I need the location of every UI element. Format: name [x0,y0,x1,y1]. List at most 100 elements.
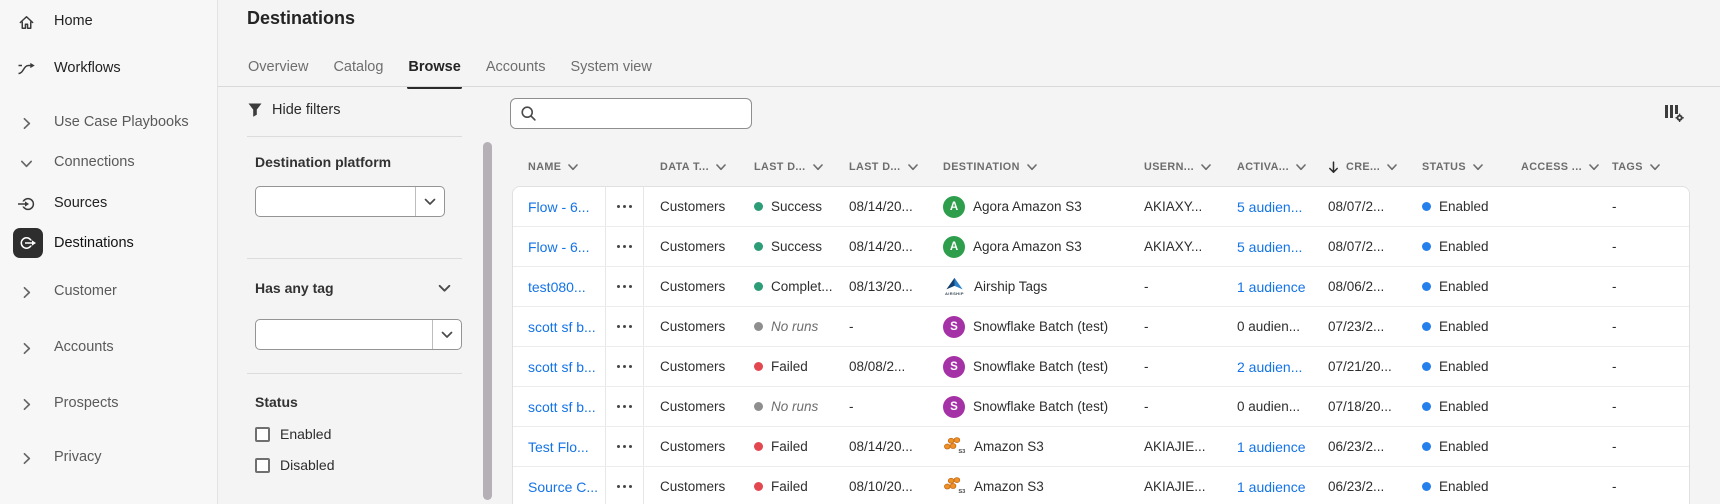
row-more-actions-button[interactable] [615,404,633,409]
dataflow-name-link[interactable]: Test Flo... [528,438,589,455]
row-actions-cell [605,307,644,346]
tab-accounts[interactable]: Accounts [485,59,546,75]
snowflake-avatar: S [943,355,965,378]
run-status-label: Failed [771,439,808,454]
row-more-actions-button[interactable] [615,484,633,489]
row-more-actions-button[interactable] [615,444,633,449]
activation-audiences-link[interactable]: 2 audien... [1237,358,1303,375]
last-run-date-cell: 08/14/20... [849,199,913,214]
last-run-date-cell: - [849,319,854,334]
column-header-data-t[interactable]: DATA T... [644,161,750,173]
destination-name: Agora Amazon S3 [973,239,1082,254]
activation-audiences-link[interactable]: 1 audience [1237,438,1306,455]
table-row: Flow - 6... Customers Success 08/14/20... A A… [513,227,1689,267]
dataflow-name-link[interactable]: scott sf b... [528,398,596,415]
home-icon [13,9,39,35]
column-header-usern[interactable]: USERN... [1140,161,1232,173]
chevron-down-icon [432,320,461,349]
tab-browse[interactable]: Browse [407,55,463,89]
tab-system-view[interactable]: System view [570,59,652,75]
last-run-status-cell: Success [750,227,845,266]
activation-audiences-link[interactable]: 5 audien... [1237,198,1303,215]
sidebar-item-label: Accounts [54,339,114,355]
dataflow-name-link[interactable]: Source C... [528,478,599,495]
username-cell: AKIAXY... [1144,239,1203,254]
access-labels-cell [1518,227,1608,266]
column-header-access[interactable]: ACCESS ... [1518,161,1608,173]
data-type-cell: Customers [660,279,726,294]
status-filter-disabled[interactable]: Disabled [255,457,334,473]
run-status-dot-icon [754,322,763,331]
created-date-cell: 08/07/2... [1328,199,1385,214]
filter-funnel-icon [247,102,263,118]
dataflow-name-link[interactable]: test080... [528,278,586,295]
sidebar-item-destinations[interactable]: Destinations [0,228,218,258]
dataflow-name-link[interactable]: Flow - 6... [528,198,590,215]
run-status-dot-icon [754,362,763,371]
sidebar-item-privacy[interactable]: Privacy [0,442,218,472]
column-menu-chevron-icon [1589,163,1599,171]
column-header-last-d[interactable]: LAST D... [845,161,940,173]
table-row: Source C... Customers Failed 08/10/20... S3 A… [513,467,1689,504]
row-more-actions-button[interactable] [615,364,633,369]
row-more-actions-button[interactable] [615,324,633,329]
status-filter-enabled[interactable]: Enabled [255,426,331,442]
checkbox-enabled[interactable] [255,426,270,442]
row-more-actions-button[interactable] [615,204,633,209]
snowflake-avatar: S [943,395,965,418]
sidebar-item-label: Customer [54,283,117,299]
sidebar-item-sources[interactable]: Sources [0,188,218,218]
activation-audiences-link[interactable]: 5 audien... [1237,238,1303,255]
row-more-actions-button[interactable] [615,284,633,289]
svg-text:S3: S3 [958,489,965,495]
has-any-tag-select[interactable] [255,319,462,350]
dataflow-name-link[interactable]: scott sf b... [528,358,596,375]
chevron-right-icon [13,445,39,471]
sidebar-item-accounts[interactable]: Accounts [0,332,218,362]
sidebar-item-connections[interactable]: Connections [0,147,218,177]
data-type-cell: Customers [660,239,726,254]
status-label: Enabled [1439,319,1489,334]
destination-name: Amazon S3 [974,439,1044,454]
search-input[interactable] [544,99,751,128]
run-status-label: Failed [771,479,808,494]
status-cell: Enabled [1418,267,1518,306]
destinations-icon [13,228,43,258]
sidebar-item-customer[interactable]: Customer [0,276,218,306]
rail-divider [247,258,462,259]
column-header-activa[interactable]: ACTIVA... [1232,161,1325,173]
svg-text:AIRSHIP: AIRSHIP [945,291,964,296]
column-header-label: NAME [528,161,562,173]
sidebar-item-home[interactable]: Home [0,6,218,36]
has-any-tag-collapse-button[interactable] [438,281,451,296]
sidebar-item-label: Privacy [54,449,102,465]
activation-audiences-link[interactable]: 1 audience [1237,478,1306,495]
column-header-last-d[interactable]: LAST D... [750,161,845,173]
checkbox-disabled[interactable] [255,457,270,473]
activation-audiences-link[interactable]: 1 audience [1237,278,1306,295]
column-header-destination[interactable]: DESTINATION [940,161,1140,173]
scrollbar-thumb[interactable] [483,142,492,500]
column-header-tags[interactable]: TAGS [1608,161,1690,173]
destination-platform-select[interactable] [255,186,445,217]
status-dot-icon [1422,362,1431,371]
column-header-cre[interactable]: CRE... [1325,160,1418,174]
hide-filters-button[interactable]: Hide filters [247,102,341,118]
column-menu-chevron-icon [1296,163,1306,171]
destination-cell: A Agora Amazon S3 [940,187,1140,226]
sidebar-item-workflows[interactable]: Workflows [0,53,218,83]
row-more-actions-button[interactable] [615,244,633,249]
sidebar-item-use-case-playbooks[interactable]: Use Case Playbooks [0,107,218,137]
tab-catalog[interactable]: Catalog [333,59,384,75]
activation-data-cell: 5 audien... [1232,227,1325,266]
dataflow-name-link[interactable]: scott sf b... [528,318,596,335]
destination-platform-value [256,187,415,216]
dataflow-name-link[interactable]: Flow - 6... [528,238,590,255]
tab-overview[interactable]: Overview [248,59,309,75]
run-status-dot-icon [754,442,763,451]
column-header-status[interactable]: STATUS [1418,161,1518,173]
column-header-name[interactable]: NAME [512,161,644,173]
created-date-cell: 07/23/2... [1328,319,1385,334]
sidebar-item-prospects[interactable]: Prospects [0,388,218,418]
column-settings-button[interactable] [1660,101,1688,125]
